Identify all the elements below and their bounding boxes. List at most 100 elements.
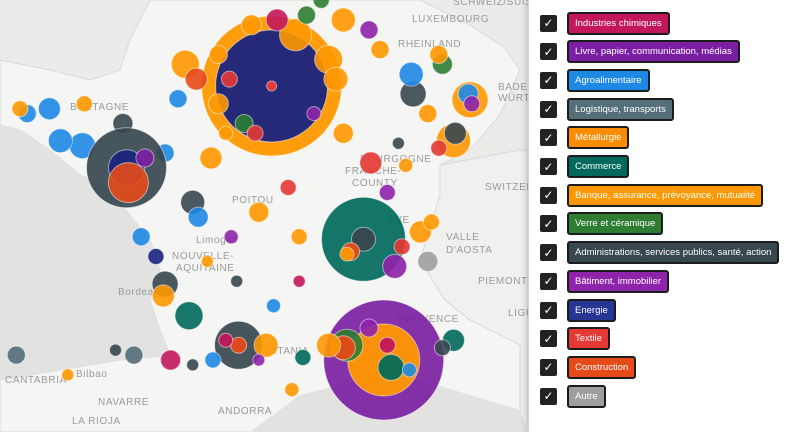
- map-bubble[interactable]: [359, 318, 379, 338]
- map-bubble[interactable]: [265, 8, 289, 32]
- map-bubble[interactable]: [184, 67, 208, 91]
- legend-item[interactable]: ✓ Commerce: [529, 152, 800, 182]
- map-bubble[interactable]: [378, 336, 396, 354]
- map-bubble[interactable]: [279, 18, 312, 52]
- map-bubble[interactable]: [160, 349, 182, 371]
- legend-item[interactable]: ✓ Métallurgie: [529, 123, 800, 153]
- map-bubble[interactable]: [378, 184, 396, 201]
- legend-item[interactable]: ✓ Banque, assurance, prévoyance, mutualit…: [529, 180, 800, 210]
- map-bubble[interactable]: [332, 122, 354, 144]
- map-bubble[interactable]: [359, 151, 383, 175]
- map-bubble[interactable]: [248, 201, 270, 223]
- legend-checkbox[interactable]: ✓: [540, 215, 557, 233]
- map-bubble[interactable]: [294, 349, 312, 366]
- map-bubble[interactable]: [398, 61, 424, 87]
- map-bubble[interactable]: [312, 0, 330, 9]
- map-bubble[interactable]: [370, 40, 390, 60]
- map-bubble[interactable]: [297, 5, 316, 25]
- legend-item[interactable]: ✓ Verre et céramique: [529, 209, 800, 239]
- map-bubble[interactable]: [398, 157, 414, 173]
- map-bubble[interactable]: [124, 345, 144, 365]
- map-bubble[interactable]: [418, 104, 438, 124]
- map-bubble[interactable]: [6, 345, 26, 365]
- map-bubble[interactable]: [443, 121, 467, 145]
- map-bubble[interactable]: [199, 146, 223, 170]
- map-bubble[interactable]: [463, 95, 481, 113]
- map-bubble[interactable]: [246, 124, 264, 142]
- map-bubble[interactable]: [429, 45, 449, 64]
- map-bubble[interactable]: [240, 14, 262, 36]
- map-bubble[interactable]: [377, 353, 405, 381]
- legend-item[interactable]: ✓ Logistique, transports: [529, 94, 800, 124]
- map-bubble[interactable]: [220, 70, 238, 88]
- map-bubble[interactable]: [218, 125, 234, 141]
- map-bubble[interactable]: [284, 382, 300, 398]
- legend-checkbox[interactable]: ✓: [540, 43, 557, 61]
- legend-item[interactable]: ✓ Construction: [529, 352, 800, 382]
- legend-item[interactable]: ✓ Industries chimiques: [529, 8, 800, 38]
- map-bubble[interactable]: [218, 332, 234, 348]
- legend-item[interactable]: ✓ Bâtiment, immobilier: [529, 266, 800, 296]
- map-bubble[interactable]: [391, 136, 405, 150]
- map-bubble[interactable]: [47, 128, 73, 154]
- map-bubble[interactable]: [401, 362, 417, 378]
- map-bubble[interactable]: [109, 343, 122, 357]
- map-bubble[interactable]: [223, 229, 239, 245]
- map-bubble[interactable]: [174, 301, 204, 331]
- map-bubble[interactable]: [207, 93, 229, 115]
- map-bubble[interactable]: [339, 246, 355, 262]
- legend-checkbox[interactable]: ✓: [540, 100, 557, 118]
- legend-item[interactable]: ✓ Textile: [529, 324, 800, 354]
- map-bubble[interactable]: [37, 97, 61, 121]
- map-bubble[interactable]: [382, 253, 408, 279]
- map-bubble[interactable]: [208, 45, 228, 64]
- map-bubble[interactable]: [61, 368, 75, 382]
- legend-checkbox[interactable]: ✓: [540, 186, 557, 204]
- legend-checkbox[interactable]: ✓: [540, 358, 557, 376]
- map-bubble[interactable]: [323, 66, 349, 92]
- map-bubble[interactable]: [316, 332, 342, 358]
- legend-item[interactable]: ✓ Agroalimentaire: [529, 65, 800, 95]
- map-bubble[interactable]: [187, 206, 209, 228]
- map-bubble[interactable]: [393, 238, 411, 256]
- legend-checkbox[interactable]: ✓: [540, 158, 557, 175]
- legend-checkbox[interactable]: ✓: [540, 14, 557, 32]
- legend-checkbox[interactable]: ✓: [540, 301, 557, 319]
- map-bubble[interactable]: [75, 95, 93, 113]
- map-bubble[interactable]: [292, 274, 306, 288]
- legend-checkbox[interactable]: ✓: [540, 272, 557, 290]
- legend-checkbox[interactable]: ✓: [540, 387, 557, 405]
- map-bubble[interactable]: [131, 227, 151, 247]
- map-bubble[interactable]: [151, 284, 175, 308]
- map-bubble[interactable]: [330, 7, 356, 33]
- legend-item[interactable]: ✓ Administrations, services publics, sant…: [529, 238, 800, 268]
- map-bubble[interactable]: [433, 339, 451, 357]
- map-bubble[interactable]: [147, 248, 165, 265]
- map-bubble[interactable]: [253, 332, 279, 358]
- map-bubble[interactable]: [417, 250, 439, 272]
- map-bubble[interactable]: [279, 179, 297, 196]
- map-bubble[interactable]: [186, 358, 200, 372]
- legend-item[interactable]: ✓ Energie: [529, 295, 800, 325]
- map-bubble[interactable]: [252, 353, 266, 367]
- legend-checkbox[interactable]: ✓: [540, 244, 557, 262]
- map-bubble[interactable]: [107, 162, 149, 204]
- map-bubble[interactable]: [430, 139, 448, 157]
- map-bubble[interactable]: [135, 148, 155, 168]
- map-bubble[interactable]: [266, 80, 278, 92]
- map-bubble[interactable]: [204, 351, 222, 369]
- map-bubble[interactable]: [230, 274, 244, 288]
- legend-item[interactable]: ✓ Autre: [529, 381, 800, 411]
- map-bubble[interactable]: [422, 213, 440, 231]
- map-bubble[interactable]: [359, 20, 379, 40]
- map-bubble[interactable]: [200, 254, 214, 268]
- map-bubble[interactable]: [266, 298, 281, 314]
- legend-checkbox[interactable]: ✓: [540, 71, 557, 89]
- map-bubble[interactable]: [168, 89, 188, 109]
- map-bubble[interactable]: [306, 106, 322, 122]
- legend-checkbox[interactable]: ✓: [540, 330, 557, 348]
- legend-checkbox[interactable]: ✓: [540, 129, 557, 147]
- map-bubble[interactable]: [290, 228, 308, 246]
- legend-item[interactable]: ✓ Livre, papier, communication, médias: [529, 37, 800, 67]
- map-bubble[interactable]: [11, 100, 29, 118]
